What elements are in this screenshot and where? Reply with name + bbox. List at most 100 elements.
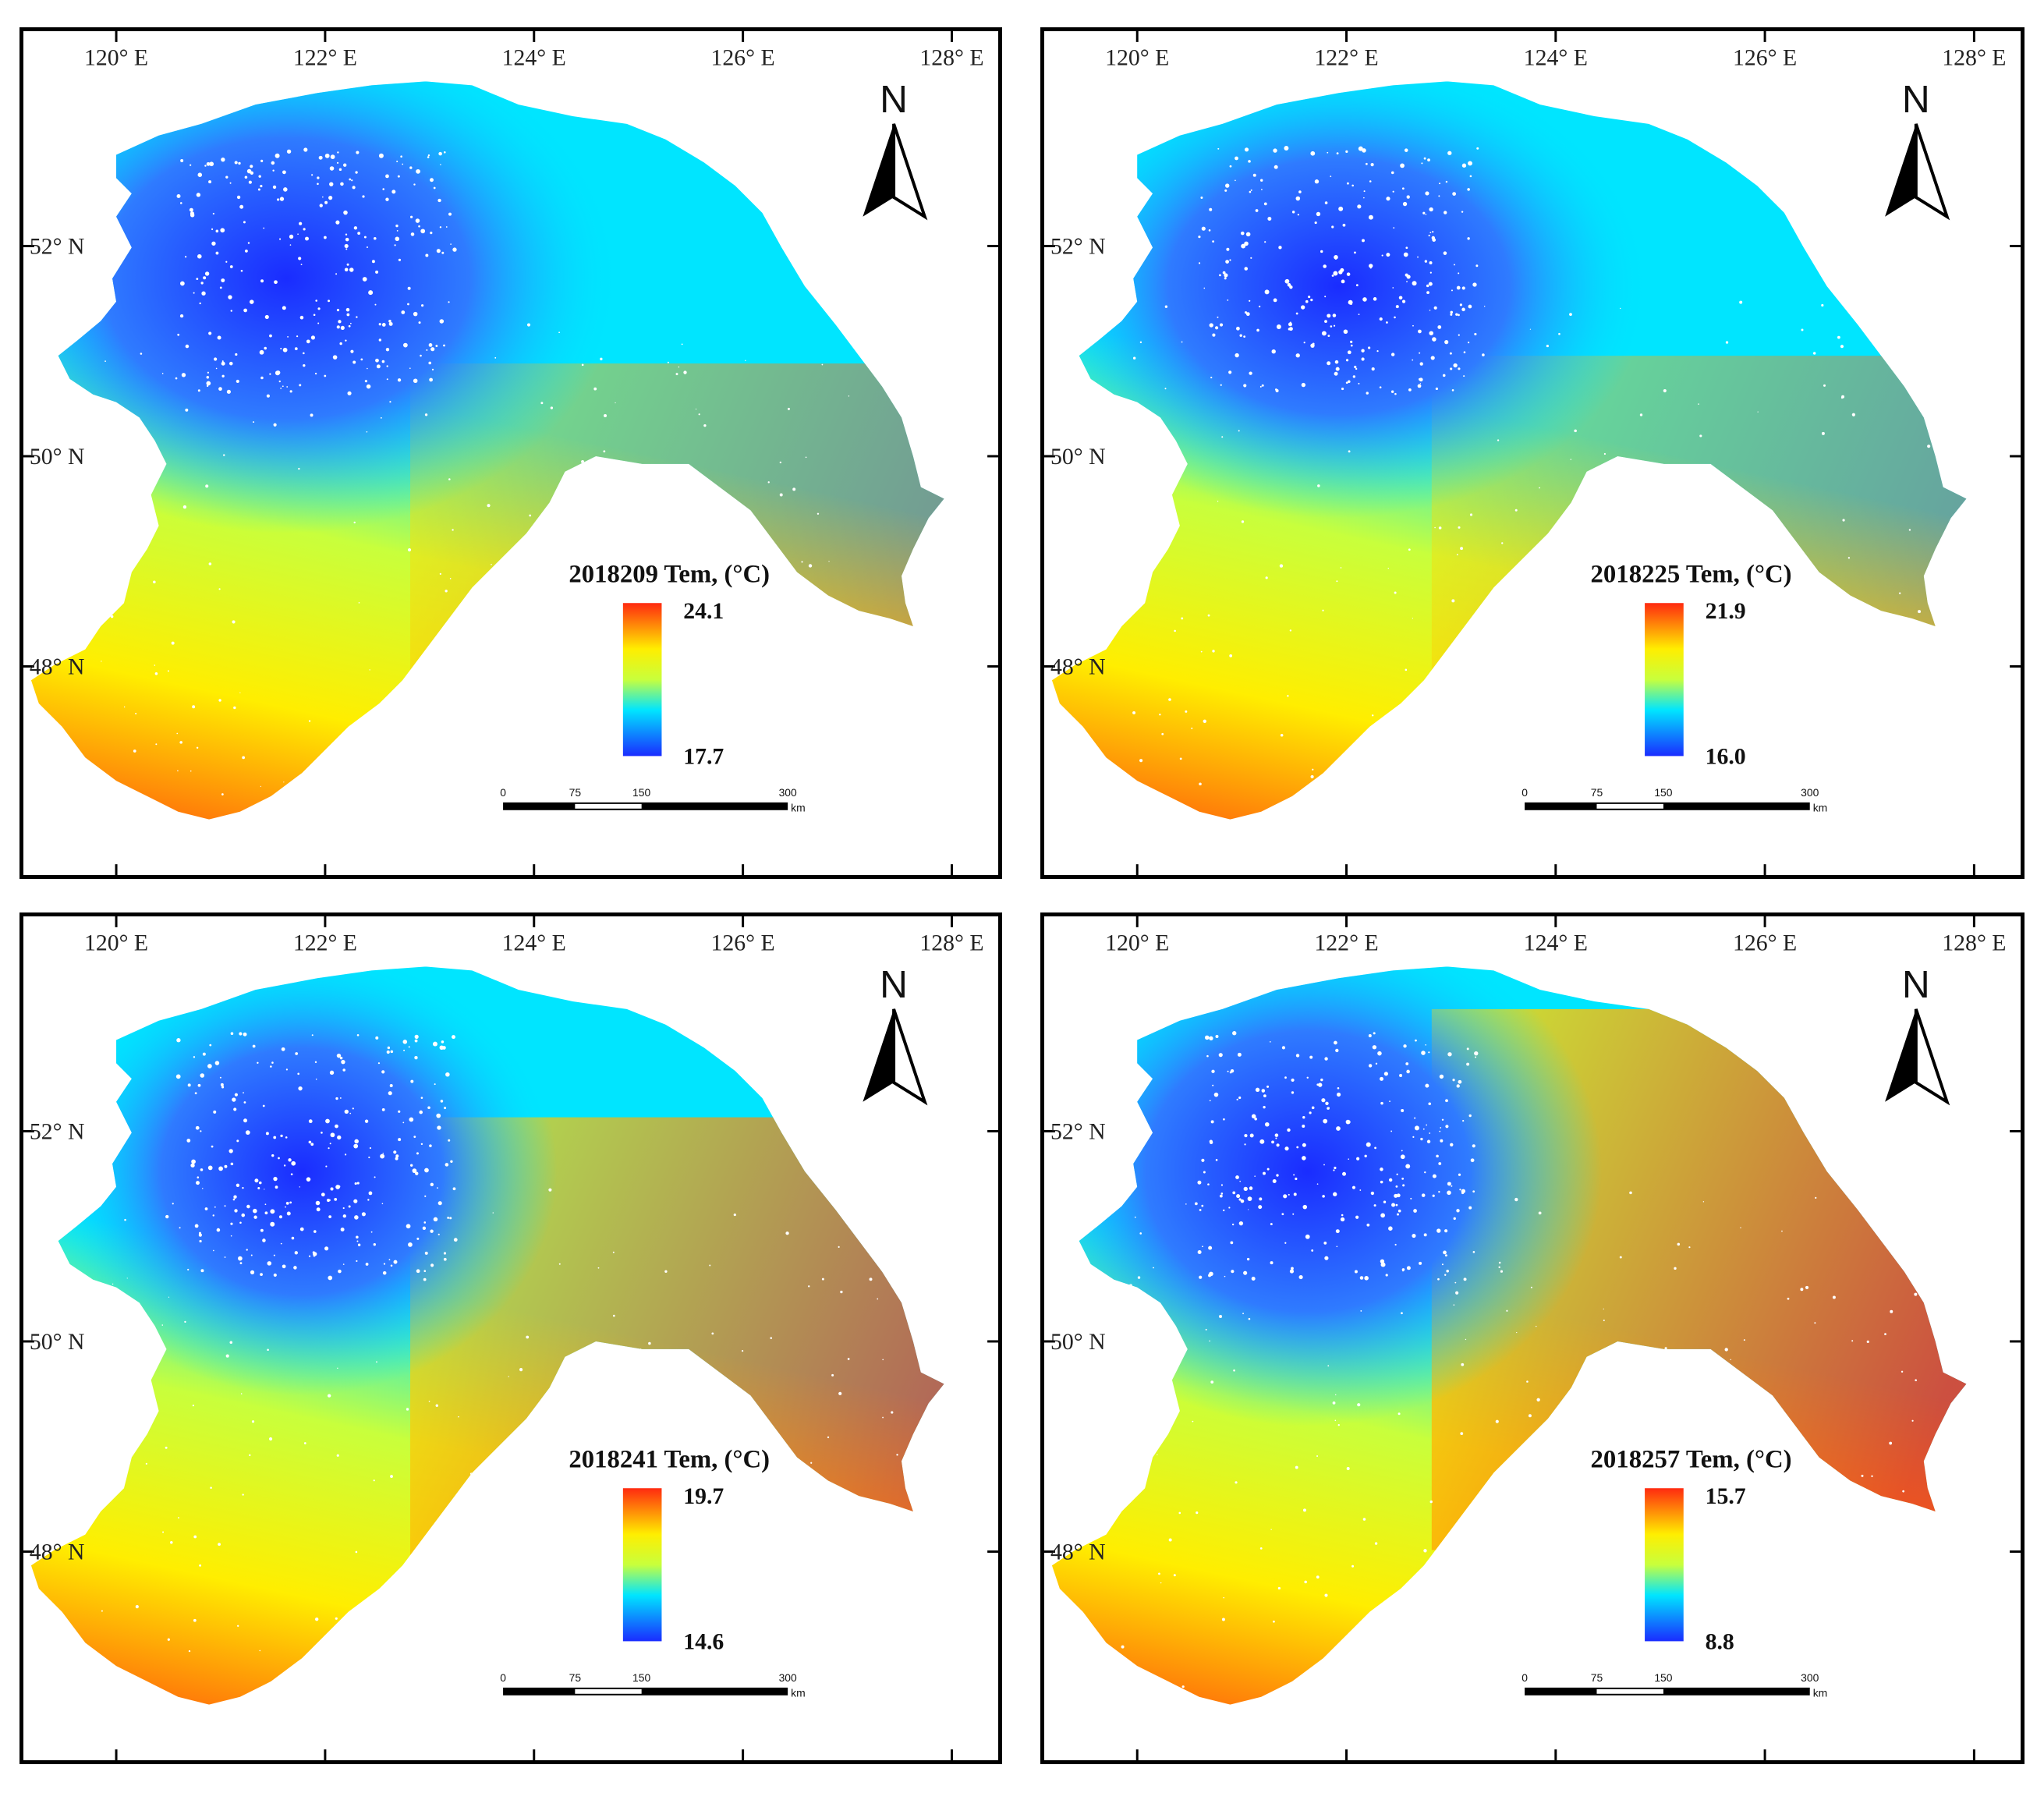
gap-speckle bbox=[1365, 162, 1368, 165]
gap-speckle bbox=[101, 1610, 103, 1612]
gap-speckle bbox=[1410, 1197, 1412, 1199]
lon-label-120: 120° E bbox=[1105, 930, 1169, 956]
gap-speckle bbox=[1306, 1076, 1309, 1079]
gap-speckle bbox=[1425, 191, 1429, 196]
gap-speckle bbox=[353, 226, 358, 230]
gap-speckle bbox=[1236, 326, 1240, 331]
gap-speckle bbox=[1428, 1102, 1432, 1106]
gap-speckle bbox=[1354, 1270, 1358, 1274]
gap-speckle bbox=[1244, 1134, 1248, 1138]
gap-speckle bbox=[1254, 1175, 1256, 1177]
gap-speckle bbox=[1302, 1143, 1306, 1147]
gap-speckle bbox=[340, 182, 344, 186]
lat-label-48: 48° N bbox=[1050, 654, 1106, 679]
gap-speckle bbox=[1295, 312, 1298, 315]
gap-speckle bbox=[1359, 1276, 1364, 1280]
gap-speckle bbox=[1235, 1481, 1238, 1484]
gap-speckle bbox=[185, 256, 187, 258]
gap-speckle bbox=[1337, 1423, 1340, 1426]
gap-speckle bbox=[1463, 1277, 1467, 1281]
gap-speckle bbox=[1463, 351, 1466, 353]
gap-speckle bbox=[838, 299, 841, 303]
gap-speckle bbox=[343, 210, 348, 215]
gap-speckle bbox=[1450, 1143, 1454, 1146]
gap-speckle bbox=[206, 161, 211, 166]
gap-speckle bbox=[267, 1348, 269, 1352]
gap-speckle bbox=[349, 268, 354, 272]
gap-speckle bbox=[1381, 254, 1383, 257]
gap-speckle bbox=[1540, 667, 1543, 670]
gap-speckle bbox=[448, 301, 450, 303]
gap-speckle bbox=[645, 544, 649, 547]
gap-speckle bbox=[1287, 1128, 1291, 1132]
gap-speckle bbox=[664, 1270, 668, 1273]
gap-speckle bbox=[1347, 182, 1349, 185]
gap-speckle bbox=[396, 160, 399, 162]
gap-speckle bbox=[201, 291, 206, 296]
gap-speckle bbox=[1482, 353, 1485, 356]
gap-speckle bbox=[1890, 1309, 1893, 1313]
gap-speckle bbox=[696, 540, 699, 544]
gap-speckle bbox=[678, 1562, 682, 1564]
gap-speckle bbox=[1198, 236, 1201, 239]
gap-speckle bbox=[1218, 1053, 1223, 1058]
gap-speckle bbox=[373, 1479, 375, 1482]
gap-speckle bbox=[1432, 1194, 1435, 1197]
gap-speckle bbox=[1336, 580, 1338, 583]
gap-speckle bbox=[380, 416, 382, 419]
gap-speckle bbox=[1224, 273, 1228, 278]
gap-speckle bbox=[224, 1256, 226, 1258]
gap-speckle bbox=[315, 1078, 317, 1080]
map-panel-2018225: 120° E 122° E 124° E 126° E 128° E 52° N… bbox=[1040, 27, 2025, 879]
gap-speckle bbox=[540, 1501, 543, 1503]
gap-speckle bbox=[291, 1160, 296, 1166]
gap-speckle bbox=[337, 151, 339, 154]
gap-speckle bbox=[1470, 1158, 1475, 1163]
gap-speckle bbox=[1403, 252, 1408, 257]
gap-speckle bbox=[375, 1036, 379, 1040]
gap-speckle bbox=[398, 258, 402, 261]
gap-speckle bbox=[342, 1207, 345, 1210]
gap-speckle bbox=[376, 1361, 377, 1363]
gap-speckle bbox=[413, 183, 416, 186]
gap-speckle bbox=[1386, 253, 1390, 257]
gap-speckle bbox=[369, 1146, 372, 1150]
gap-speckle bbox=[1562, 604, 1565, 608]
gap-speckle bbox=[1227, 299, 1229, 301]
gap-speckle bbox=[437, 1233, 440, 1235]
gap-speckle bbox=[246, 1249, 248, 1251]
gap-speckle bbox=[423, 1277, 427, 1281]
gap-speckle bbox=[1516, 1331, 1518, 1334]
gap-speckle bbox=[253, 1215, 257, 1219]
gap-speckle bbox=[831, 1373, 834, 1377]
gap-speckle bbox=[1361, 349, 1365, 353]
gap-speckle bbox=[1405, 668, 1408, 671]
gap-speckle bbox=[1298, 1274, 1303, 1280]
gap-speckle bbox=[386, 378, 388, 381]
legend-title: 2018225 Tem, (°C) bbox=[1591, 561, 1792, 589]
gap-speckle bbox=[437, 1125, 441, 1130]
gap-speckle bbox=[549, 1640, 552, 1643]
gap-speckle bbox=[798, 660, 801, 663]
legend: 2018241 Tem, (°C) 19.7 14.6 bbox=[569, 1445, 770, 1654]
gap-speckle bbox=[1235, 179, 1236, 182]
gap-speckle bbox=[325, 1165, 328, 1168]
gap-speckle bbox=[236, 195, 241, 200]
gap-speckle bbox=[1380, 1076, 1384, 1081]
gap-speckle bbox=[648, 1341, 651, 1345]
gap-speckle bbox=[1206, 1054, 1209, 1058]
gap-speckle bbox=[179, 1227, 181, 1229]
gap-speckle bbox=[420, 1097, 423, 1099]
map-svg: 120° E 122° E 124° E 126° E 128° E 52° N… bbox=[23, 31, 998, 875]
gap-speckle bbox=[1823, 1651, 1827, 1654]
gap-speckle bbox=[1362, 297, 1367, 302]
gap-speckle bbox=[1366, 1223, 1370, 1227]
gap-speckle bbox=[1398, 1412, 1401, 1416]
gap-speckle bbox=[1536, 1398, 1540, 1401]
gap-speckle bbox=[452, 1187, 456, 1191]
gap-speckle bbox=[748, 630, 751, 633]
gap-speckle bbox=[330, 154, 335, 159]
gap-speckle bbox=[1603, 452, 1606, 455]
gap-speckle bbox=[1309, 1111, 1312, 1114]
gap-speckle bbox=[1248, 1317, 1251, 1320]
